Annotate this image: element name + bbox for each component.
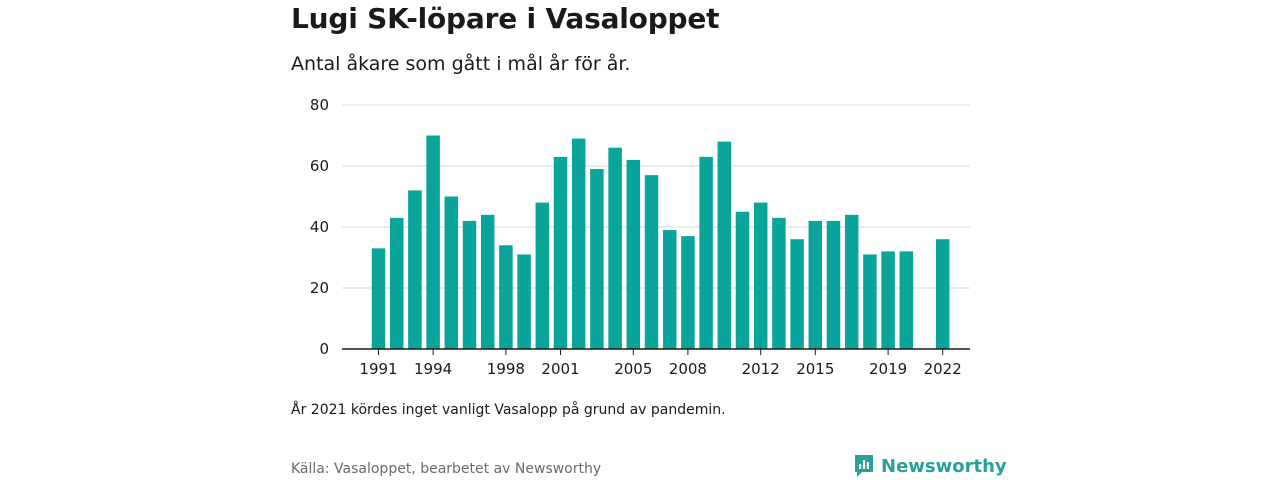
bar-2018 — [863, 254, 877, 349]
chart-subtitle: Antal åkare som gått i mål år för år. — [291, 53, 631, 75]
y-tick-label: 60 — [310, 157, 329, 175]
bar-2020 — [899, 251, 914, 349]
chart-title: Lugi SK-löpare i Vasaloppet — [291, 2, 720, 35]
x-tick-label: 2012 — [742, 360, 780, 378]
y-tick-label: 80 — [310, 96, 329, 114]
bar-2007 — [662, 230, 677, 349]
bar-2005 — [626, 159, 641, 349]
bar-2006 — [644, 175, 659, 349]
bar-2003 — [590, 169, 604, 349]
bar-1992 — [389, 217, 404, 349]
x-tick-label: 2008 — [669, 360, 707, 378]
bar-2004 — [608, 147, 622, 349]
bar-2017 — [844, 214, 859, 349]
source-text: Källa: Vasaloppet, bearbetet av Newswort… — [291, 461, 602, 477]
y-tick-label: 40 — [310, 218, 329, 236]
y-axis-ticks: 0 20 40 60 80 — [310, 96, 329, 358]
bars — [371, 135, 950, 349]
x-tick-label: 2022 — [924, 360, 962, 378]
x-tick-label: 1991 — [359, 360, 397, 378]
bar-1995 — [444, 196, 459, 349]
bar-2011 — [735, 211, 750, 349]
bar-1993 — [408, 190, 422, 349]
bar-2008 — [681, 236, 695, 349]
x-axis-ticks: 1991 1994 1998 2001 2005 2008 2012 2015 2019 2022 — [359, 349, 962, 378]
bar-1998 — [499, 245, 513, 349]
x-tick-label: 1994 — [414, 360, 452, 378]
bar-1997 — [480, 214, 495, 349]
bar-2002 — [571, 138, 586, 349]
bar-2001 — [553, 156, 568, 349]
bar-chart: 0 20 40 60 80 1991 1994 1998 2001 2005 2008 2012 20… — [310, 96, 970, 378]
bar-2014 — [790, 239, 804, 349]
bar-2010 — [717, 141, 732, 349]
x-tick-label: 2019 — [869, 360, 907, 378]
bar-1996 — [462, 220, 477, 349]
x-tick-label: 2015 — [796, 360, 834, 378]
newsworthy-logo: Newsworthy — [853, 453, 1007, 479]
chart-note: År 2021 kördes inget vanligt Vasalopp på… — [291, 402, 726, 418]
bar-2012 — [753, 202, 768, 349]
x-tick-label: 2005 — [614, 360, 652, 378]
x-tick-label: 1998 — [487, 360, 525, 378]
bar-1994 — [426, 135, 440, 349]
bar-2019 — [881, 251, 895, 349]
bar-2009 — [699, 156, 713, 349]
logo-text: Newsworthy — [881, 455, 1007, 477]
y-tick-label: 0 — [319, 340, 329, 358]
y-tick-label: 20 — [310, 279, 329, 297]
x-tick-label: 2001 — [541, 360, 579, 378]
bar-2000 — [535, 202, 550, 349]
bar-2013 — [772, 217, 786, 349]
bar-1991 — [371, 248, 386, 349]
newsworthy-logo-icon — [855, 455, 873, 477]
bar-2016 — [826, 220, 841, 349]
bar-2015 — [808, 220, 823, 349]
bar-1999 — [517, 254, 531, 349]
bar-2022 — [935, 239, 950, 349]
